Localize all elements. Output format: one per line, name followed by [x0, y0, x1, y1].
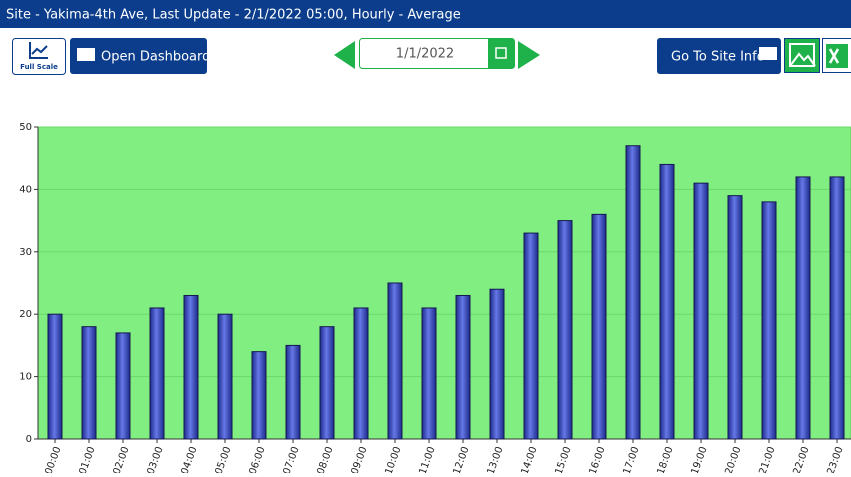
bar	[354, 308, 368, 439]
bar	[456, 295, 470, 439]
y-tick-label: 40	[19, 184, 32, 195]
bar	[762, 202, 776, 439]
button-label: Open Dashboard	[101, 50, 210, 65]
bar	[218, 314, 232, 439]
x-tick-label: 16:00	[587, 445, 607, 473]
next-date-arrow[interactable]	[518, 41, 540, 69]
icon	[826, 44, 848, 68]
bar	[150, 308, 164, 439]
x-tick-label: 20:00	[723, 445, 743, 473]
icon	[759, 47, 777, 60]
bar	[388, 283, 402, 439]
x-tick-label: 13:00	[485, 445, 505, 473]
bar	[422, 308, 436, 439]
button-label: Full Scale	[20, 63, 58, 71]
y-tick-label: 20	[19, 309, 32, 320]
prev-date-arrow[interactable]	[334, 41, 355, 69]
bar	[558, 221, 572, 439]
bar	[184, 295, 198, 439]
bar	[48, 314, 62, 439]
x-tick-label: 17:00	[621, 445, 641, 473]
site-info-button[interactable]: Go To Site Info	[657, 38, 781, 74]
bar	[830, 177, 844, 439]
x-tick-label: 08:00	[315, 445, 335, 473]
image-export-button[interactable]	[785, 39, 820, 73]
x-tick-label: 10:00	[383, 445, 403, 473]
x-tick-label: 05:00	[213, 445, 233, 473]
x-tick-label: 11:00	[417, 445, 437, 473]
x-tick-label: 23:00	[825, 445, 845, 473]
x-tick-label: 04:00	[179, 445, 199, 473]
date-text: 1/1/2022	[396, 47, 454, 62]
bar	[286, 345, 300, 439]
bar	[524, 233, 538, 439]
bar	[592, 214, 606, 439]
x-tick-label: 03:00	[145, 445, 165, 473]
x-tick-label: 00:00	[43, 445, 63, 473]
date-picker[interactable]: 1/1/2022	[360, 39, 515, 69]
open-dashboard-button[interactable]: Open Dashboard	[70, 38, 210, 74]
x-tick-label: 09:00	[349, 445, 369, 473]
x-tick-label: 06:00	[247, 445, 267, 473]
bar	[660, 164, 674, 439]
x-tick-label: 12:00	[451, 445, 471, 473]
bar	[490, 289, 504, 439]
bar	[728, 196, 742, 439]
x-tick-label: 01:00	[77, 445, 97, 473]
x-tick-label: 02:00	[111, 445, 131, 473]
bar	[626, 146, 640, 439]
x-tick-label: 07:00	[281, 445, 301, 473]
bar	[694, 183, 708, 439]
header-title: Site - Yakima-4th Ave, Last Update - 2/1…	[6, 8, 461, 23]
chart: 0 10 20 30 40 50 00:00 01:00 02:00 03:00 04:00 05:0…	[19, 122, 851, 473]
bar	[252, 352, 266, 439]
excel-export-button[interactable]	[823, 39, 851, 73]
calendar-icon	[488, 39, 514, 68]
bar	[82, 327, 96, 439]
button-label: Go To Site Info	[671, 50, 765, 65]
icon	[77, 48, 95, 61]
x-tick-label: 19:00	[689, 445, 709, 473]
x-tick-label: 15:00	[553, 445, 573, 473]
x-tick-label: 22:00	[791, 445, 811, 473]
y-tick-label: 30	[19, 247, 32, 258]
y-tick-label: 50	[19, 122, 32, 133]
bar	[116, 333, 130, 439]
x-tick-label: 21:00	[757, 445, 777, 473]
y-tick-label: 10	[19, 372, 32, 383]
x-tick-label: 14:00	[519, 445, 539, 473]
bar	[796, 177, 810, 439]
y-tick-label: 0	[26, 434, 32, 445]
full-scale-button[interactable]: Full Scale	[13, 39, 66, 75]
bar	[320, 327, 334, 439]
x-tick-label: 18:00	[655, 445, 675, 473]
